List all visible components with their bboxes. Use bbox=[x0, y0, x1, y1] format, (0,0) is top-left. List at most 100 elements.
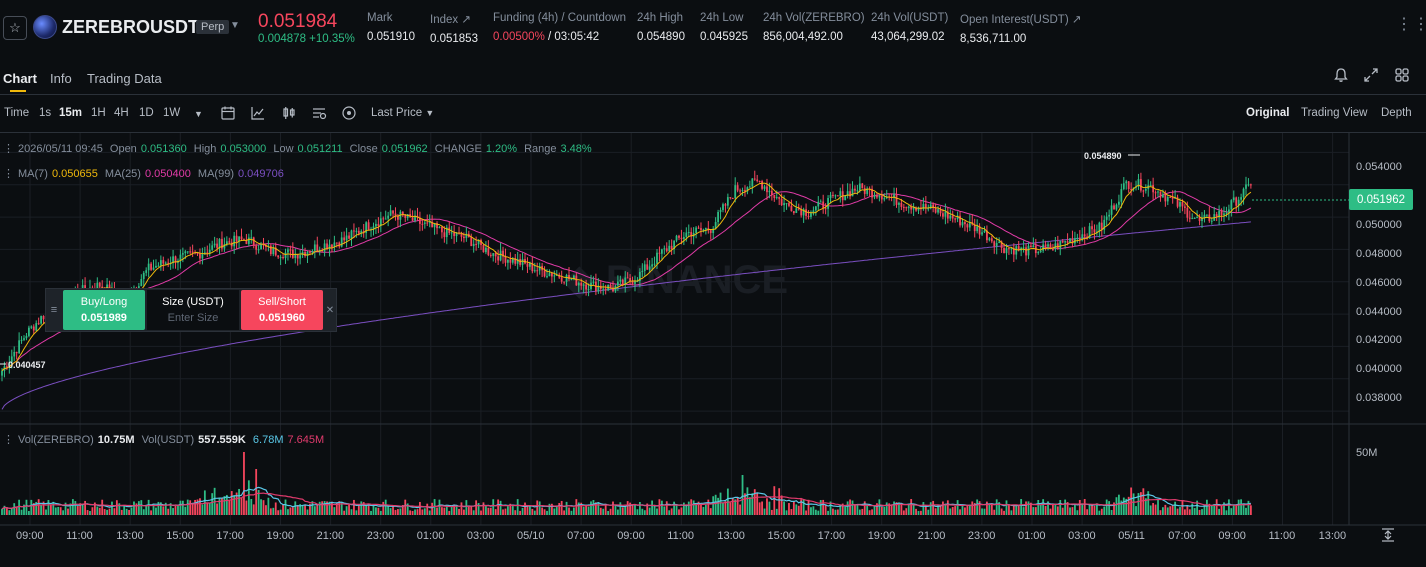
target-icon[interactable] bbox=[341, 105, 357, 121]
candle-body bbox=[211, 245, 214, 250]
drag-handle-icon[interactable]: ≡ bbox=[50, 304, 58, 316]
interval-1d[interactable]: 1D bbox=[139, 107, 154, 119]
view-original[interactable]: Original bbox=[1246, 107, 1290, 119]
view-depth[interactable]: Depth bbox=[1381, 107, 1412, 119]
settings-sliders-icon[interactable] bbox=[311, 105, 327, 121]
volume-bar bbox=[739, 504, 741, 515]
interval-dropdown-icon[interactable]: ▼ bbox=[194, 109, 203, 119]
contract-type-badge: Perp bbox=[196, 20, 230, 34]
volume-bar bbox=[678, 509, 680, 515]
candle-body bbox=[619, 279, 622, 282]
interval-15m[interactable]: 15m bbox=[59, 107, 83, 119]
volume-bar bbox=[807, 499, 810, 515]
symbol-name[interactable]: ZEREBROUSDT bbox=[62, 17, 200, 37]
volume-bar bbox=[438, 499, 441, 515]
buy-long-button[interactable]: Buy/Long 0.051989 bbox=[63, 290, 145, 330]
price-chart[interactable]: ◆ BINANCE 0.054890 0.040457 bbox=[0, 133, 1426, 567]
candle-body bbox=[612, 287, 614, 292]
volume-bar bbox=[1081, 503, 1084, 515]
interval-4h[interactable]: 4H bbox=[114, 107, 129, 119]
candle-body bbox=[1039, 250, 1042, 252]
volume-bar bbox=[411, 510, 414, 515]
menu-icon[interactable]: ⋮ bbox=[3, 168, 14, 180]
bell-icon[interactable] bbox=[1332, 66, 1350, 84]
candle-body bbox=[883, 198, 886, 200]
volume-bar bbox=[900, 503, 903, 515]
volume-bar bbox=[76, 506, 79, 515]
favorite-star-icon[interactable]: ☆ bbox=[3, 16, 27, 40]
volume-bar bbox=[306, 509, 309, 515]
high-label: High bbox=[193, 143, 217, 155]
price-source-select[interactable]: Last Price ▼ bbox=[371, 107, 434, 119]
volume-bar bbox=[84, 500, 86, 515]
indicator-icon[interactable] bbox=[250, 105, 266, 121]
tab-info[interactable]: Info bbox=[50, 71, 72, 86]
sell-short-button[interactable]: Sell/Short 0.051960 bbox=[241, 290, 323, 330]
volume-bar bbox=[768, 501, 771, 515]
stat-index[interactable]: Index ↗ 0.051853 bbox=[430, 12, 478, 45]
candle-body bbox=[470, 237, 473, 247]
volume-bar bbox=[299, 504, 302, 515]
candle-body bbox=[851, 188, 854, 197]
volume-bar bbox=[1159, 510, 1162, 515]
volume-bar bbox=[509, 503, 512, 515]
menu-icon[interactable]: ⋮ bbox=[3, 434, 14, 446]
interval-1w[interactable]: 1W bbox=[163, 107, 181, 119]
volume-bar bbox=[86, 510, 89, 515]
candle-body bbox=[1183, 206, 1186, 208]
volume-bar bbox=[211, 493, 214, 515]
volume-bar bbox=[13, 503, 16, 515]
candle-body bbox=[719, 209, 722, 212]
volume-bar bbox=[426, 503, 429, 515]
candle-body bbox=[1242, 188, 1245, 198]
interval-time[interactable]: Time bbox=[4, 107, 30, 119]
stat-open-interest[interactable]: Open Interest(USDT) ↗ 8,536,711.00 bbox=[960, 12, 1081, 45]
candle-body bbox=[225, 241, 228, 245]
symbol-dropdown-icon[interactable]: ▼ bbox=[230, 20, 240, 31]
volume-ma-long: 7.645M bbox=[287, 434, 325, 446]
tab-trading-data[interactable]: Trading Data bbox=[87, 71, 162, 86]
time-axis-label: 05/11 bbox=[1118, 530, 1145, 542]
volume-bar bbox=[91, 507, 94, 515]
volume-bar bbox=[531, 508, 534, 515]
tab-chart[interactable]: Chart bbox=[3, 71, 37, 86]
candle-body bbox=[296, 254, 299, 259]
volume-bar bbox=[245, 500, 248, 515]
candle-body bbox=[201, 253, 204, 259]
size-input[interactable]: Size (USDT) Enter Size bbox=[147, 290, 239, 330]
volume-bar bbox=[805, 510, 807, 515]
volume-bar bbox=[409, 510, 412, 515]
candle-type-icon[interactable] bbox=[281, 105, 297, 121]
volume-bar bbox=[140, 500, 143, 515]
size-placeholder: Enter Size bbox=[167, 312, 219, 324]
volume-bar bbox=[428, 510, 431, 515]
volume-bar bbox=[1003, 510, 1005, 515]
interval-1h[interactable]: 1H bbox=[91, 107, 106, 119]
scroll-to-latest-icon[interactable] bbox=[1380, 527, 1396, 543]
candle-body bbox=[25, 335, 28, 339]
volume-bar bbox=[836, 509, 839, 515]
candle-body bbox=[893, 194, 895, 198]
interval-1s[interactable]: 1s bbox=[39, 107, 52, 119]
expand-icon[interactable] bbox=[1362, 66, 1380, 84]
candle-body bbox=[1110, 205, 1113, 215]
candle-body bbox=[1164, 194, 1167, 202]
volume-bar bbox=[1113, 502, 1115, 515]
volume-bar bbox=[643, 510, 646, 515]
candle-body bbox=[1022, 247, 1025, 249]
more-options-icon[interactable]: ⋮⋮ bbox=[1396, 16, 1426, 33]
volume-bar bbox=[189, 500, 192, 515]
close-icon[interactable]: ✕ bbox=[325, 304, 335, 316]
calendar-icon[interactable] bbox=[220, 105, 236, 121]
volume-bar bbox=[115, 500, 118, 515]
view-trading-view[interactable]: Trading View bbox=[1301, 107, 1368, 119]
volume-bar bbox=[362, 502, 365, 515]
volume-bar bbox=[704, 504, 707, 515]
candle-body bbox=[162, 260, 165, 264]
candle-body bbox=[269, 245, 272, 255]
candle-body bbox=[702, 229, 705, 231]
candle-body bbox=[1118, 201, 1120, 205]
volume-bar bbox=[1183, 509, 1186, 515]
layout-grid-icon[interactable] bbox=[1393, 66, 1411, 84]
volume-bar bbox=[172, 508, 174, 515]
